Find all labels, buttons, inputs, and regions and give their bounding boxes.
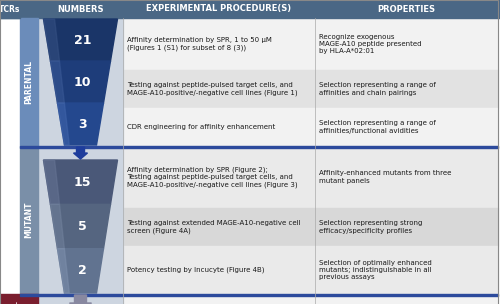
Polygon shape (50, 204, 64, 249)
Text: Recognize exogenous
MAGE-A10 peptide presented
by HLA-A*02:01: Recognize exogenous MAGE-A10 peptide pre… (319, 34, 422, 54)
Bar (0, 0, 20, 18)
Bar (20, 146, 498, 147)
Bar (0, 0, 500, 18)
Bar (123, 246, 498, 294)
Polygon shape (70, 295, 92, 304)
Text: Affinity determination by SPR, 1 to 50 μM
(Figures 1 (S1) for subset of 8 (3)): Affinity determination by SPR, 1 to 50 μ… (127, 37, 272, 51)
Text: EXPERIMENTAL PROCEDURE(S): EXPERIMENTAL PROCEDURE(S) (146, 5, 292, 13)
Polygon shape (50, 61, 110, 103)
Polygon shape (44, 160, 60, 204)
Text: TCRs: TCRs (0, 5, 20, 13)
Text: 10: 10 (74, 75, 91, 88)
Bar (123, 294, 498, 304)
Polygon shape (58, 103, 104, 145)
Text: Selection representing strong
efficacy/specificity profiles: Selection representing strong efficacy/s… (319, 220, 422, 234)
Text: 21: 21 (74, 33, 91, 47)
Text: Affinity determination by SPR (Figure 2);
Testing against peptide-pulsed target : Affinity determination by SPR (Figure 2)… (127, 166, 298, 188)
Text: CDR engineering for affinity enhancement: CDR engineering for affinity enhancement (127, 124, 275, 130)
Text: 15: 15 (74, 176, 91, 189)
Text: PROPERTIES: PROPERTIES (378, 5, 436, 13)
Text: NUMBERS: NUMBERS (57, 5, 104, 13)
Bar (20, 294, 498, 295)
Text: 2: 2 (78, 264, 87, 277)
Polygon shape (50, 61, 64, 103)
Text: Potency testing by Incucyte (Figure 4B): Potency testing by Incucyte (Figure 4B) (127, 267, 264, 273)
Text: Selection of optimally enhanced
mutants; indistinguishable in all
previous assay: Selection of optimally enhanced mutants;… (319, 260, 432, 280)
Text: MUTANT: MUTANT (24, 202, 34, 238)
Bar (38, 18, 123, 304)
Text: Testing against peptide-pulsed target cells, and
MAGE-A10-positive/-negative cel: Testing against peptide-pulsed target ce… (127, 82, 298, 96)
Text: 5: 5 (78, 220, 87, 233)
Bar (20, 18, 38, 146)
Polygon shape (58, 103, 70, 145)
Bar (123, 108, 498, 146)
Bar (123, 70, 498, 108)
Bar (20, 146, 38, 294)
Text: 3: 3 (78, 118, 87, 130)
Polygon shape (58, 249, 70, 293)
Text: Testing against extended MAGE-A10-negative cell
screen (Figure 4A): Testing against extended MAGE-A10-negati… (127, 220, 300, 234)
Bar (123, 208, 498, 246)
Text: PRECLINICAL
CANDIDATE: PRECLINICAL CANDIDATE (14, 300, 24, 304)
Text: Selection representing a range of
affinities and chain pairings: Selection representing a range of affini… (319, 82, 436, 96)
Polygon shape (58, 249, 104, 293)
Bar (123, 146, 498, 208)
Text: PARENTAL: PARENTAL (24, 60, 34, 104)
Polygon shape (44, 19, 60, 61)
Bar (123, 18, 498, 70)
Text: Selection representing a range of
affinities/functional avidities: Selection representing a range of affini… (319, 120, 436, 134)
Text: Affinity-enhanced mutants from three
mutant panels: Affinity-enhanced mutants from three mut… (319, 170, 452, 184)
Polygon shape (50, 204, 110, 249)
Polygon shape (44, 160, 118, 204)
Bar (0, 294, 38, 304)
Polygon shape (44, 19, 118, 61)
Polygon shape (74, 147, 88, 159)
